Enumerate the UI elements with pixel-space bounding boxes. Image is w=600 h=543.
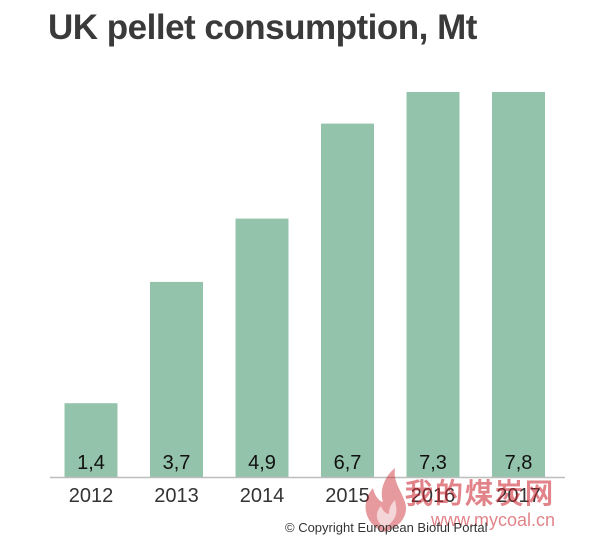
bar-2015 <box>321 123 374 477</box>
x-tick-label: 2016 <box>411 485 456 507</box>
bar-value-label: 6,7 <box>334 452 362 474</box>
bar-value-label: 7,8 <box>505 452 533 474</box>
copyright-text: © Copyright European Bioful Portal <box>285 520 488 535</box>
bar-2017 <box>492 92 545 477</box>
chart-title: UK pellet consumption, Mt <box>48 8 477 47</box>
x-tick-label: 2014 <box>240 485 285 507</box>
bar-value-label: 3,7 <box>163 452 191 474</box>
x-tick-label: 2012 <box>69 485 114 507</box>
x-tick-label: 2015 <box>325 485 370 507</box>
tick-labels-group: 2012 2013 2014 2015 2016 2017 <box>69 485 541 507</box>
bar-2016 <box>406 92 460 477</box>
bar-2013 <box>150 281 203 477</box>
bar-2012 <box>64 403 118 477</box>
bar-value-label: 4,9 <box>248 452 276 474</box>
value-labels-group: 1,4 3,7 4,9 6,7 7,3 7,8 <box>77 452 532 474</box>
bars-group <box>64 92 545 477</box>
bar-value-label: 1,4 <box>77 452 105 474</box>
x-tick-label: 2013 <box>154 485 199 507</box>
bar-2014 <box>235 218 289 477</box>
x-tick-label: 2017 <box>496 485 541 507</box>
bar-value-label: 7,3 <box>419 452 447 474</box>
